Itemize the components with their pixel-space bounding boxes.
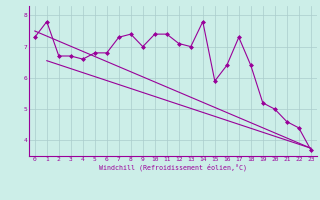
X-axis label: Windchill (Refroidissement éolien,°C): Windchill (Refroidissement éolien,°C) <box>99 164 247 171</box>
